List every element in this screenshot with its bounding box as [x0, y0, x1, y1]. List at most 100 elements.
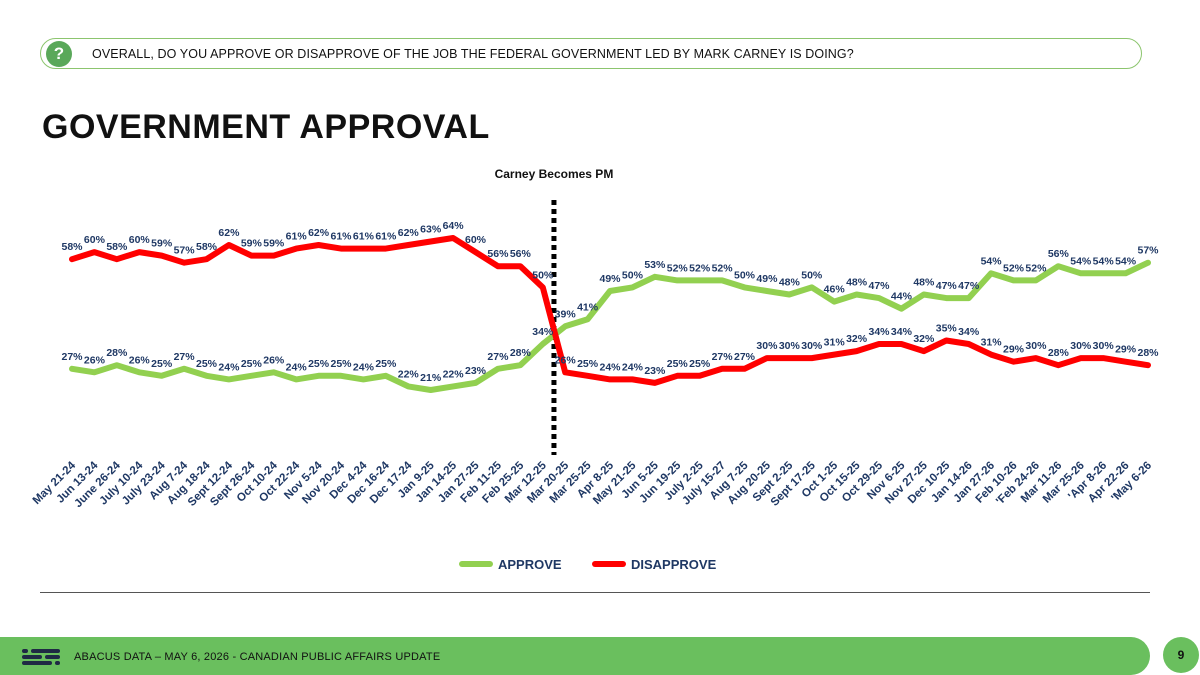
- data-label-disapprove: 62%: [398, 227, 420, 239]
- data-label-approve: 34%: [532, 326, 554, 338]
- data-label-approve: 27%: [174, 351, 196, 363]
- data-label-disapprove: 34%: [868, 326, 890, 338]
- data-label-approve: 22%: [443, 368, 465, 380]
- data-label-approve: 41%: [577, 301, 599, 313]
- data-label-disapprove: 27%: [712, 351, 734, 363]
- data-label-disapprove: 34%: [958, 326, 980, 338]
- data-label-approve: 54%: [1093, 255, 1115, 267]
- data-label-disapprove: 60%: [129, 234, 151, 246]
- page-number: 9: [1163, 637, 1199, 673]
- data-label-disapprove: 60%: [84, 234, 106, 246]
- data-label-approve: 25%: [375, 358, 397, 370]
- approval-line-chart: Carney Becomes PM 27% 26%28%26% 25%27%25% 2…: [31, 167, 1159, 572]
- data-label-disapprove: 28%: [1137, 347, 1159, 359]
- data-label-disapprove: 25%: [689, 358, 711, 370]
- data-label-approve: 47%: [936, 280, 958, 292]
- data-label-approve: 50%: [801, 269, 823, 281]
- footer-divider: [40, 592, 1150, 593]
- data-label-disapprove: 30%: [756, 340, 778, 352]
- data-label-approve: 49%: [756, 273, 778, 285]
- data-label-disapprove: 57%: [174, 245, 196, 257]
- data-label-approve: 53%: [644, 259, 666, 271]
- data-label-disapprove: 59%: [241, 238, 263, 250]
- data-label-disapprove: 32%: [846, 333, 868, 345]
- data-label-disapprove: 61%: [375, 231, 397, 243]
- data-label-approve: 21%: [420, 372, 442, 384]
- legend-item-disapprove: DISAPPROVE: [592, 557, 717, 572]
- data-label-disapprove: 56%: [487, 248, 509, 260]
- data-label-approve: 50%: [734, 269, 756, 281]
- data-label-approve: 52%: [712, 262, 734, 274]
- data-label-approve: 28%: [106, 347, 128, 359]
- question-banner: [40, 38, 1142, 69]
- data-label-approve: 52%: [667, 262, 689, 274]
- data-label-approve: 25%: [241, 358, 263, 370]
- page-title: GOVERNMENT APPROVAL: [42, 108, 490, 146]
- data-label-disapprove: 30%: [1070, 340, 1092, 352]
- series-line-approve: [69, 259, 1151, 393]
- data-label-disapprove: 26%: [555, 354, 577, 366]
- legend-item-approve: APPROVE: [459, 557, 562, 572]
- legend-label-disapprove: DISAPPROVE: [631, 557, 717, 572]
- annotation-label: Carney Becomes PM: [495, 167, 614, 181]
- data-label-approve: 48%: [913, 277, 935, 289]
- data-label-disapprove: 30%: [1025, 340, 1047, 352]
- data-label-approve: 54%: [1115, 255, 1137, 267]
- data-label-disapprove: 25%: [667, 358, 689, 370]
- data-label-approve: 49%: [599, 273, 621, 285]
- data-label-approve: 52%: [1025, 262, 1047, 274]
- data-label-approve: 26%: [129, 354, 151, 366]
- data-label-disapprove: 30%: [1093, 340, 1115, 352]
- abacus-logo-icon: [22, 649, 60, 665]
- data-label-approve: 54%: [981, 255, 1003, 267]
- legend-label-approve: APPROVE: [498, 557, 562, 572]
- data-label-approve: 52%: [689, 262, 711, 274]
- data-label-disapprove: 29%: [1003, 344, 1025, 356]
- data-label-approve: 28%: [510, 347, 532, 359]
- data-label-approve: 52%: [1003, 262, 1025, 274]
- data-label-approve: 56%: [1048, 248, 1070, 260]
- data-label-approve: 25%: [151, 358, 173, 370]
- data-label-disapprove: 58%: [61, 241, 83, 253]
- data-label-approve: 48%: [846, 277, 868, 289]
- data-label-disapprove: 30%: [801, 340, 823, 352]
- data-label-approve: 25%: [330, 358, 352, 370]
- data-label-approve: 39%: [555, 308, 577, 320]
- data-label-disapprove: 27%: [734, 351, 756, 363]
- data-label-disapprove: 61%: [286, 231, 308, 243]
- data-label-approve: 57%: [1137, 245, 1159, 257]
- data-label-approve: 48%: [779, 277, 801, 289]
- series-line-disapprove: [69, 235, 1151, 386]
- data-label-approve: 27%: [487, 351, 509, 363]
- data-label-approve: 47%: [958, 280, 980, 292]
- data-label-disapprove: 25%: [577, 358, 599, 370]
- data-label-approve: 25%: [196, 358, 218, 370]
- data-label-disapprove: 61%: [353, 231, 375, 243]
- data-label-approve: 47%: [868, 280, 890, 292]
- data-label-disapprove: 28%: [1048, 347, 1070, 359]
- data-label-disapprove: 34%: [891, 326, 913, 338]
- data-label-disapprove: 50%: [532, 269, 554, 281]
- data-label-approve: 22%: [398, 368, 420, 380]
- data-label-disapprove: 60%: [465, 234, 487, 246]
- data-label-approve: 24%: [353, 361, 375, 373]
- data-label-approve: 54%: [1070, 255, 1092, 267]
- data-label-approve: 26%: [263, 354, 285, 366]
- data-label-approve: 27%: [61, 351, 83, 363]
- data-label-disapprove: 61%: [330, 231, 352, 243]
- data-label-disapprove: 24%: [599, 361, 621, 373]
- data-label-disapprove: 62%: [218, 227, 240, 239]
- data-label-disapprove: 58%: [106, 241, 128, 253]
- data-label-disapprove: 31%: [824, 337, 846, 349]
- data-label-approve: 44%: [891, 291, 913, 303]
- footer-band: [0, 637, 1150, 675]
- data-label-approve: 24%: [218, 361, 240, 373]
- data-label-disapprove: 35%: [936, 322, 958, 334]
- data-label-disapprove: 62%: [308, 227, 330, 239]
- data-label-disapprove: 64%: [443, 220, 465, 232]
- data-label-disapprove: 29%: [1115, 344, 1137, 356]
- data-label-disapprove: 32%: [913, 333, 935, 345]
- data-label-approve: 25%: [308, 358, 330, 370]
- data-label-approve: 23%: [465, 365, 487, 377]
- data-label-disapprove: 30%: [779, 340, 801, 352]
